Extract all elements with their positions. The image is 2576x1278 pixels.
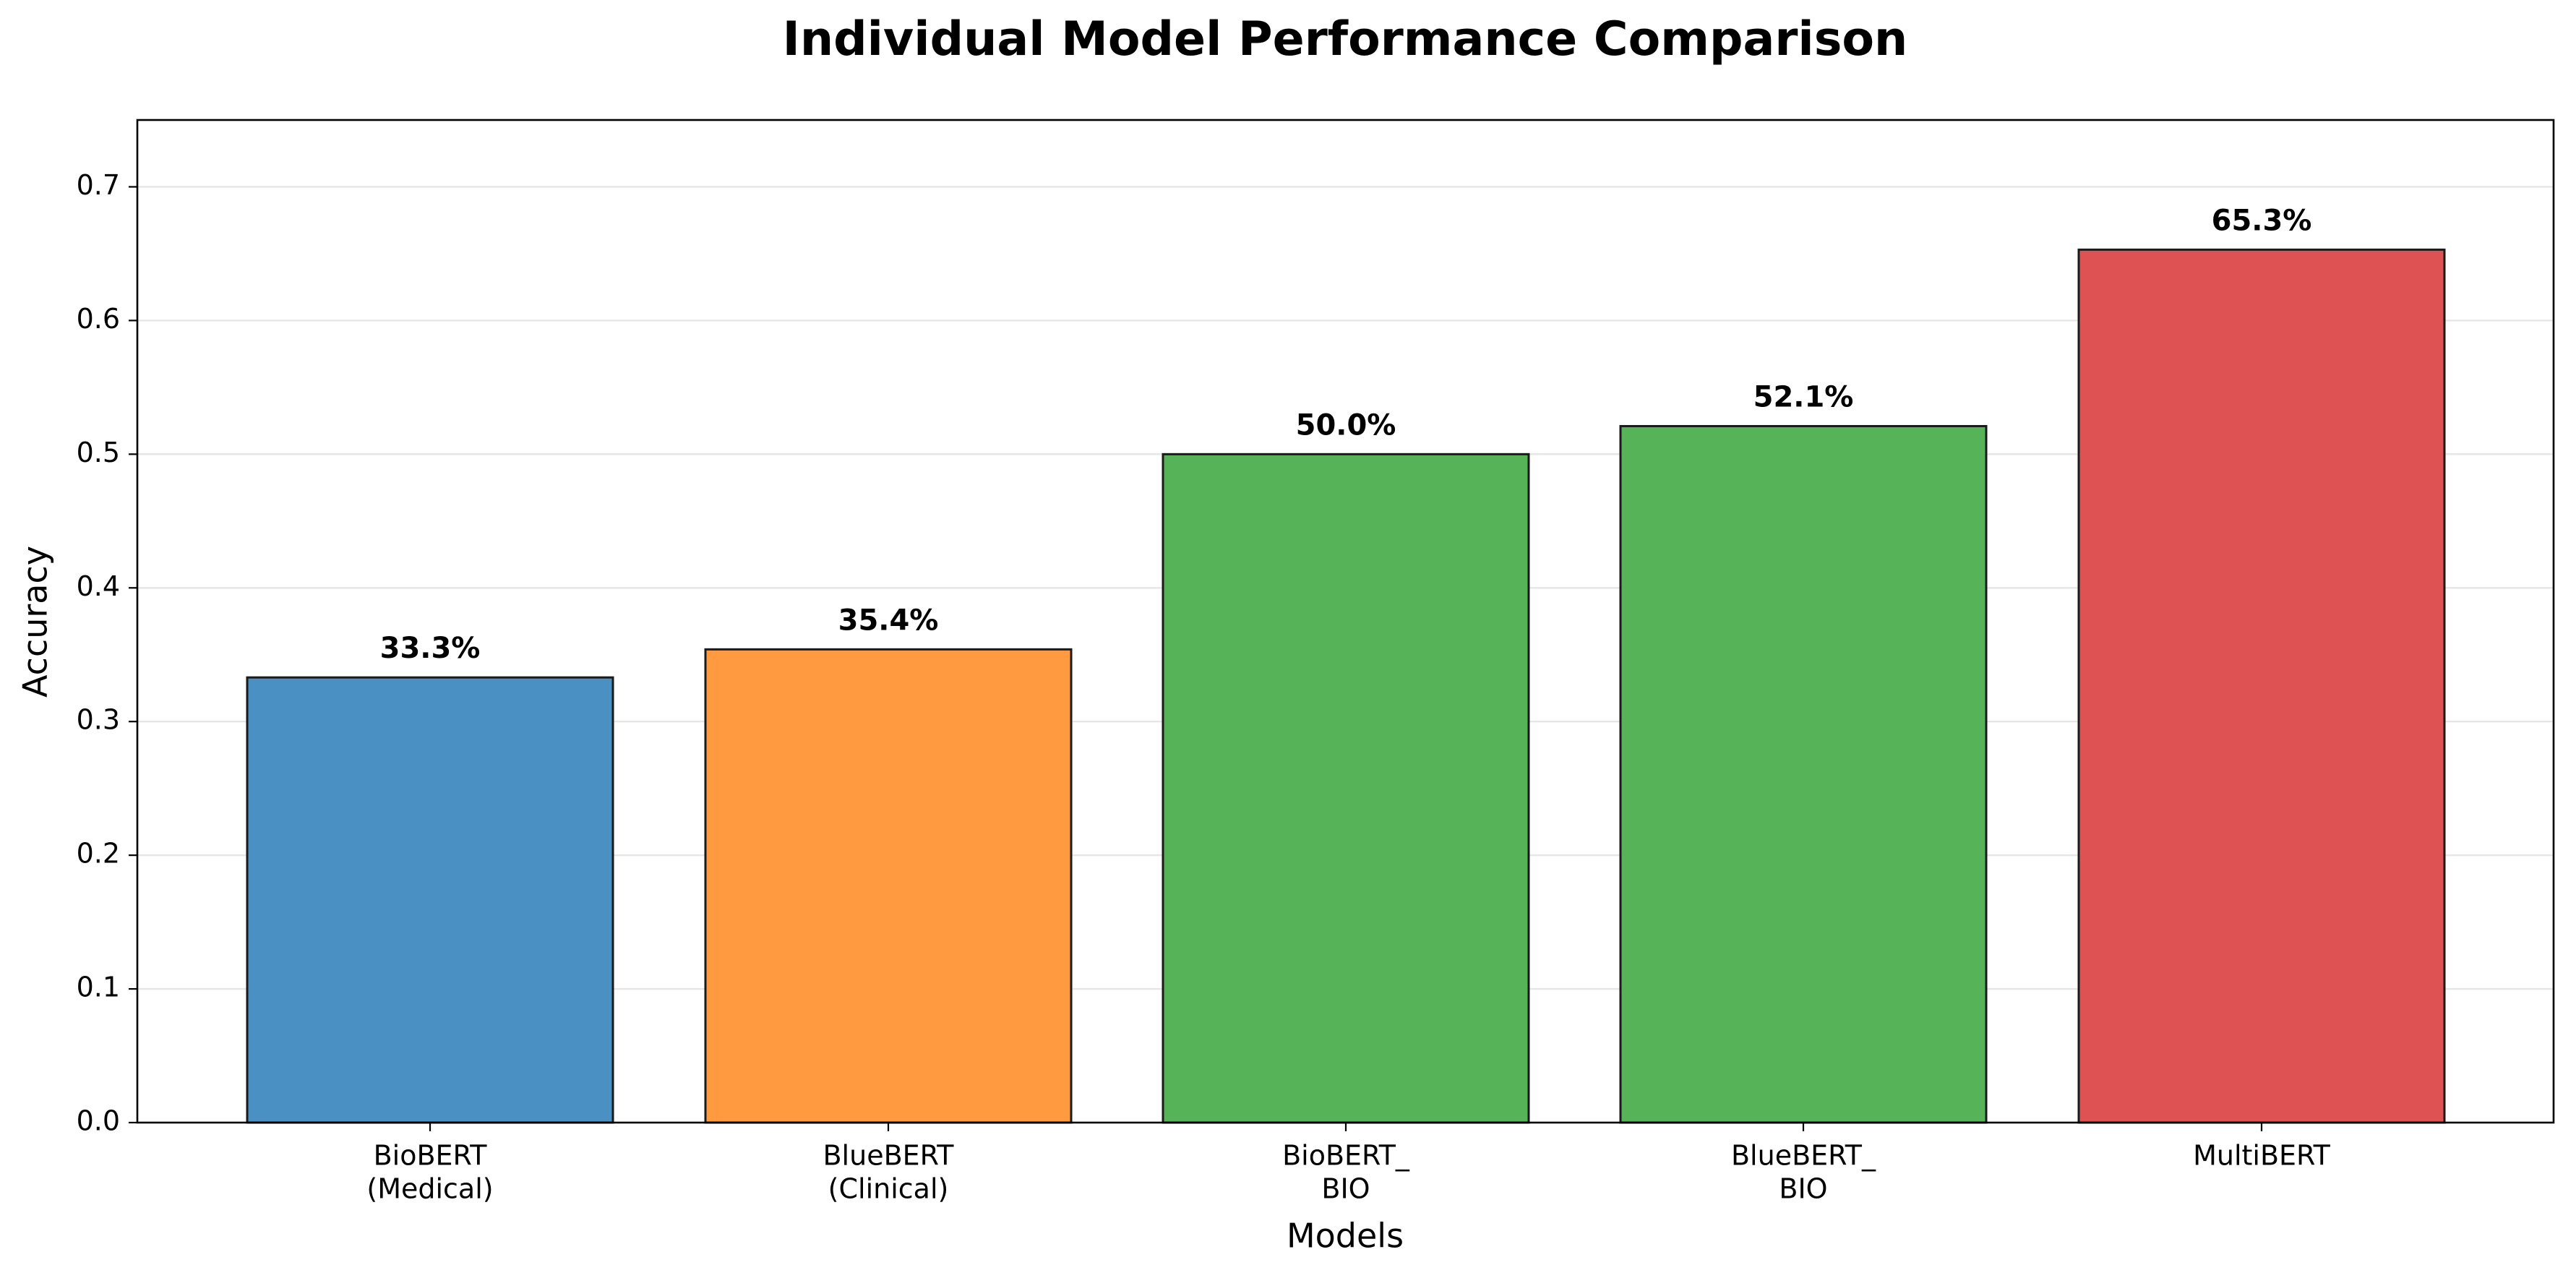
x-tick-label: BIO xyxy=(1779,1173,1827,1205)
bar-value-label: 33.3% xyxy=(380,632,481,665)
y-tick-label: 0.4 xyxy=(77,570,120,602)
x-tick-label: BlueBERT xyxy=(823,1140,954,1172)
y-tick-label: 0.3 xyxy=(77,704,120,736)
y-axis-ticks: 0.0 0.1 0.2 0.3 0.4 0.5 0.6 0.7 xyxy=(77,169,137,1137)
x-tick-label: BlueBERT_ xyxy=(1731,1140,1876,1172)
y-tick-label: 0.0 xyxy=(77,1105,120,1137)
y-tick-label: 0.2 xyxy=(77,838,120,870)
x-axis-label: Models xyxy=(1287,1217,1404,1256)
bar xyxy=(1619,424,1988,1124)
x-tick-label: (Medical) xyxy=(366,1173,493,1205)
bar-value-label: 35.4% xyxy=(838,604,939,637)
bar-value-label: 52.1% xyxy=(1753,380,1854,413)
bar xyxy=(704,648,1073,1124)
y-tick-label: 0.6 xyxy=(77,303,120,335)
value-labels: 33.3% 35.4% 50.0% 52.1% 65.3% xyxy=(380,204,2312,665)
y-tick-label: 0.1 xyxy=(77,972,120,1003)
x-axis-ticks: BioBERT(Medical) BlueBERT(Clinical) BioBER… xyxy=(366,1123,2331,1205)
y-axis-label: Accuracy xyxy=(16,546,55,698)
x-tick-label: BioBERT xyxy=(374,1140,488,1172)
bar-value-label: 50.0% xyxy=(1296,408,1396,442)
bar-value-label: 65.3% xyxy=(2212,204,2312,237)
x-tick-label: MultiBERT xyxy=(2193,1140,2331,1172)
x-tick-label: BioBERT_ xyxy=(1282,1140,1410,1172)
bar xyxy=(2077,248,2446,1124)
chart-title: Individual Model Performance Comparison xyxy=(783,12,1908,67)
x-tick-label: BIO xyxy=(1321,1173,1370,1205)
y-tick-label: 0.7 xyxy=(77,169,120,201)
x-tick-label: (Clinical) xyxy=(828,1173,949,1205)
y-tick-label: 0.5 xyxy=(77,437,120,468)
bar xyxy=(246,676,614,1124)
bars xyxy=(246,248,2446,1124)
bar xyxy=(1162,453,1530,1124)
